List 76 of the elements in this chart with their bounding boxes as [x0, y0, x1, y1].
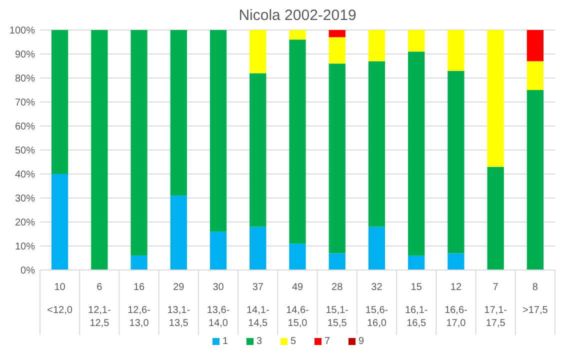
y-tick-label: 60%	[14, 122, 36, 132]
x-tick-label: 13,1-13,5	[167, 305, 190, 329]
bar	[526, 61, 544, 90]
bar	[250, 30, 266, 74]
text: 49	[292, 282, 304, 293]
legend-label: 1	[222, 336, 228, 347]
bar	[526, 30, 544, 62]
bar	[289, 244, 306, 270]
bar	[328, 30, 346, 38]
legend-label: 5	[290, 336, 296, 347]
text: 37	[252, 282, 264, 293]
text: 30	[212, 282, 224, 293]
bar	[250, 226, 266, 270]
bar	[210, 30, 227, 232]
text: 28	[332, 282, 344, 293]
text: 32	[371, 282, 383, 293]
x-tick-label: 16,6-17,0	[444, 305, 468, 329]
bar	[448, 30, 464, 71]
bar	[487, 166, 504, 270]
bar	[328, 64, 346, 254]
text: 7	[492, 282, 499, 293]
x-tick-label: 17,1-17,5	[484, 305, 507, 329]
x-tick-label: >17,5	[522, 305, 548, 316]
x-tick-label: 16,1-16,5	[404, 305, 428, 329]
x-tick-label: 12,6-13,0	[128, 305, 150, 329]
bar	[289, 30, 306, 40]
x-tick-label: <12,0	[47, 305, 73, 316]
bar	[250, 73, 266, 227]
y-tick-label: 10%	[14, 242, 36, 252]
bar	[130, 256, 148, 270]
text: 12	[450, 282, 462, 293]
y-tick-label: 0%	[20, 266, 36, 276]
y-tick-label: 30%	[14, 194, 36, 204]
bar	[526, 90, 544, 270]
bar	[328, 37, 346, 64]
y-tick-label: 90%	[14, 50, 36, 60]
x-tick-label: 15,6-16,0	[365, 305, 388, 329]
y-tick-label: 80%	[14, 74, 36, 84]
y-tick-label: 40%	[14, 170, 36, 180]
text: 6	[96, 282, 103, 293]
y-tick-label: 70%	[14, 98, 36, 108]
x-tick-label: 12,1-12,5	[88, 305, 111, 329]
bar	[170, 196, 187, 270]
bar	[408, 52, 425, 256]
bar	[170, 30, 187, 196]
text: 15	[410, 282, 422, 293]
bar	[51, 174, 68, 270]
bar	[448, 70, 464, 254]
bar	[91, 30, 108, 270]
bar	[408, 30, 425, 52]
legend-label: 3	[256, 336, 262, 347]
bar	[51, 30, 68, 174]
bar	[448, 253, 464, 270]
bar	[328, 253, 346, 270]
x-tick-label: 14,1-14,5	[246, 305, 270, 329]
bar	[487, 30, 504, 167]
bar	[210, 232, 227, 270]
text: 16	[133, 282, 146, 293]
y-tick-label: 20%	[14, 218, 36, 228]
x-tick-label: 14,6-15,0	[286, 305, 309, 329]
text: 10	[54, 282, 66, 293]
bar	[130, 30, 148, 256]
chart-title: Nicola 2002-2019	[238, 7, 356, 24]
bar	[368, 61, 386, 227]
x-tick-label: 13,6-14,0	[206, 305, 230, 329]
bar	[368, 30, 386, 62]
x-tick-label: 15,1-15,5	[326, 305, 349, 329]
bar	[368, 226, 386, 270]
text: 8	[532, 282, 538, 293]
bar	[408, 256, 425, 270]
y-tick-label: 100%	[9, 26, 36, 36]
legend-label: 7	[324, 336, 330, 347]
legend-label: 9	[358, 336, 364, 347]
text: 29	[173, 282, 185, 293]
y-tick-label: 50%	[14, 146, 36, 156]
bar	[289, 40, 306, 244]
